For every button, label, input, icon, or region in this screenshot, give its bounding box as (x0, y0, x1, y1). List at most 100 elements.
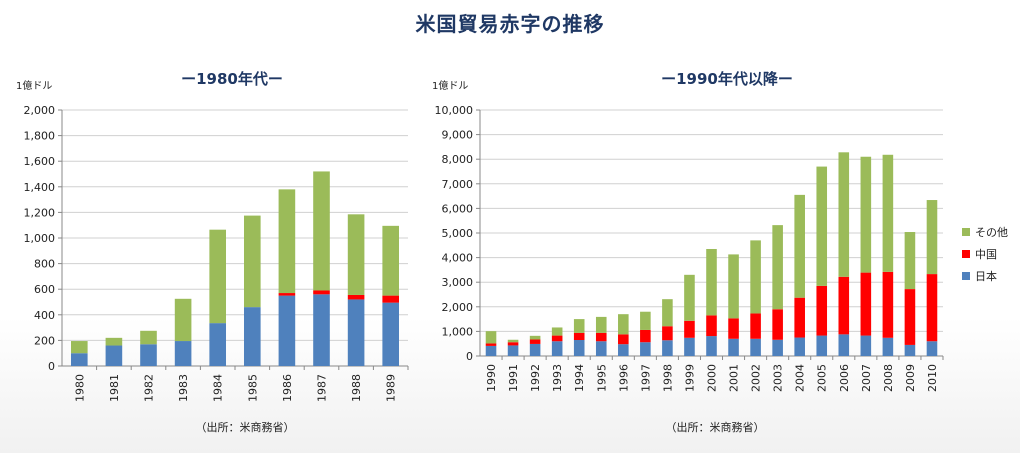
bar-segment-other-1986 (278, 189, 296, 294)
bar-segment-japan-1981 (105, 345, 123, 366)
bar-segment-japan-1992 (529, 343, 541, 356)
x-tick-label: 2008 (882, 364, 895, 392)
legend-label-japan: 日本 (975, 269, 997, 283)
bar-segment-other-2001 (728, 254, 739, 319)
bar-segment-japan-2010 (926, 341, 938, 356)
x-tick-label: 1990 (485, 364, 498, 392)
x-tick-label: 1998 (661, 364, 674, 392)
y-tick-label: 600 (34, 283, 55, 296)
bar-segment-japan-2003 (772, 339, 783, 356)
bar-segment-other-1988 (347, 214, 365, 295)
legend-swatch-japan (962, 272, 970, 280)
legend-swatch-other (962, 228, 970, 236)
legend-label-china: 中国 (975, 248, 997, 261)
bar-segment-other-2009 (904, 232, 916, 290)
bar-segment-other-2002 (750, 240, 761, 314)
bar-segment-other-1990 (485, 331, 497, 344)
bar-segment-japan-1999 (684, 337, 695, 356)
bar-segment-china-2003 (772, 309, 783, 340)
bar-segment-other-1995 (595, 316, 607, 333)
y-tick-label: 1,400 (24, 181, 56, 194)
y-tick-label: 4,000 (442, 252, 474, 265)
bar-segment-other-1982 (140, 330, 157, 345)
y-tick-label: 7,000 (442, 178, 474, 191)
bar-segment-japan-1991 (507, 345, 519, 356)
bar-segment-china-2007 (860, 272, 872, 336)
bar-segment-other-2010 (926, 200, 938, 275)
bar-segment-other-2005 (816, 166, 828, 286)
bar-segment-japan-1993 (551, 341, 563, 356)
legend-label-other: その他 (975, 226, 1008, 239)
bar-segment-japan-2002 (750, 338, 761, 356)
bar-segment-japan-1989 (382, 302, 400, 366)
bar-segment-other-1985 (243, 215, 261, 308)
bar-segment-japan-1987 (313, 294, 330, 366)
x-tick-label: 2005 (816, 364, 829, 392)
bar-segment-other-2003 (772, 225, 783, 310)
bar-segment-other-2008 (882, 154, 894, 272)
x-tick-label: 2004 (794, 364, 807, 392)
bar-segment-japan-2006 (838, 334, 850, 356)
y-tick-label: 10,000 (435, 104, 474, 117)
x-tick-label: 1996 (617, 364, 630, 392)
bar-segment-china-2006 (838, 276, 850, 335)
x-tick-label: 1986 (281, 374, 294, 402)
bar-segment-china-2010 (926, 274, 938, 342)
bar-segment-china-1995 (595, 332, 607, 342)
bar-segment-china-1991 (507, 342, 519, 346)
bar-segment-japan-1994 (573, 340, 585, 356)
bar-segment-china-2004 (794, 297, 805, 338)
y-tick-label: 1,800 (24, 130, 56, 143)
bar-segment-china-1997 (640, 329, 651, 343)
source-note: （出所：米商務省） (666, 420, 765, 434)
bar-segment-other-1999 (684, 274, 695, 321)
bar-segment-china-2002 (750, 313, 761, 339)
bar-segment-japan-1984 (209, 323, 227, 366)
chart-1980s: ー1980年代ー 1億ドル 0 200 400 600 800 1,000 1,200 1,400… (16, 70, 409, 434)
bar-segment-other-1989 (382, 225, 400, 296)
bar-segment-china-1993 (551, 335, 563, 342)
x-tick-label: 1991 (507, 364, 520, 392)
bar-segment-china-2008 (882, 271, 894, 338)
chart-title: ー1990年代以降ー (661, 70, 793, 88)
bar-segment-china-1999 (684, 320, 695, 338)
bar-segment-japan-2000 (706, 336, 717, 356)
bar-segment-china-1998 (662, 326, 673, 341)
y-tick-label: 1,200 (24, 206, 56, 219)
x-tick-label: 2002 (750, 364, 763, 392)
chart-title: ー1980年代ー (181, 70, 283, 88)
bar-segment-other-1987 (313, 171, 330, 291)
bar-segment-other-1997 (640, 311, 651, 330)
y-tick-label: 2,000 (442, 301, 474, 314)
y-tick-label: 200 (34, 334, 55, 347)
bar-segment-china-1986 (278, 293, 296, 296)
x-tick-label: 1987 (316, 374, 329, 402)
bar-segment-japan-2007 (860, 335, 872, 356)
bar-segment-china-1996 (618, 334, 629, 345)
bar-segment-other-1994 (573, 319, 585, 333)
bar-segment-china-1988 (347, 294, 365, 300)
y-tick-label: 800 (34, 258, 55, 271)
bar-segment-japan-1988 (347, 299, 365, 366)
bar-segment-japan-1996 (618, 344, 629, 356)
x-tick-label: 2003 (772, 364, 785, 392)
y-tick-label: 0 (466, 350, 473, 363)
x-tick-label: 1992 (529, 364, 542, 392)
bar-segment-other-1983 (174, 298, 192, 342)
bar-segment-other-1993 (551, 327, 563, 336)
x-tick-label: 1982 (143, 374, 156, 402)
bar-segment-china-1987 (313, 290, 330, 295)
x-tick-label: 1985 (246, 374, 259, 402)
y-tick-label: 1,600 (24, 155, 56, 168)
bar-segment-japan-1983 (174, 341, 192, 366)
bar-segment-china-2001 (728, 318, 739, 339)
bar-segment-other-1980 (70, 341, 88, 354)
page-title: 米国貿易赤字の推移 (415, 12, 605, 36)
x-tick-label: 2006 (838, 364, 851, 392)
bar-segment-other-2007 (860, 156, 872, 273)
bar-segment-other-2004 (794, 194, 805, 298)
bar-segment-japan-1995 (595, 341, 607, 356)
x-tick-label: 2000 (706, 364, 719, 392)
bar-segment-china-1992 (529, 339, 541, 344)
y-tick-label: 0 (48, 360, 55, 373)
